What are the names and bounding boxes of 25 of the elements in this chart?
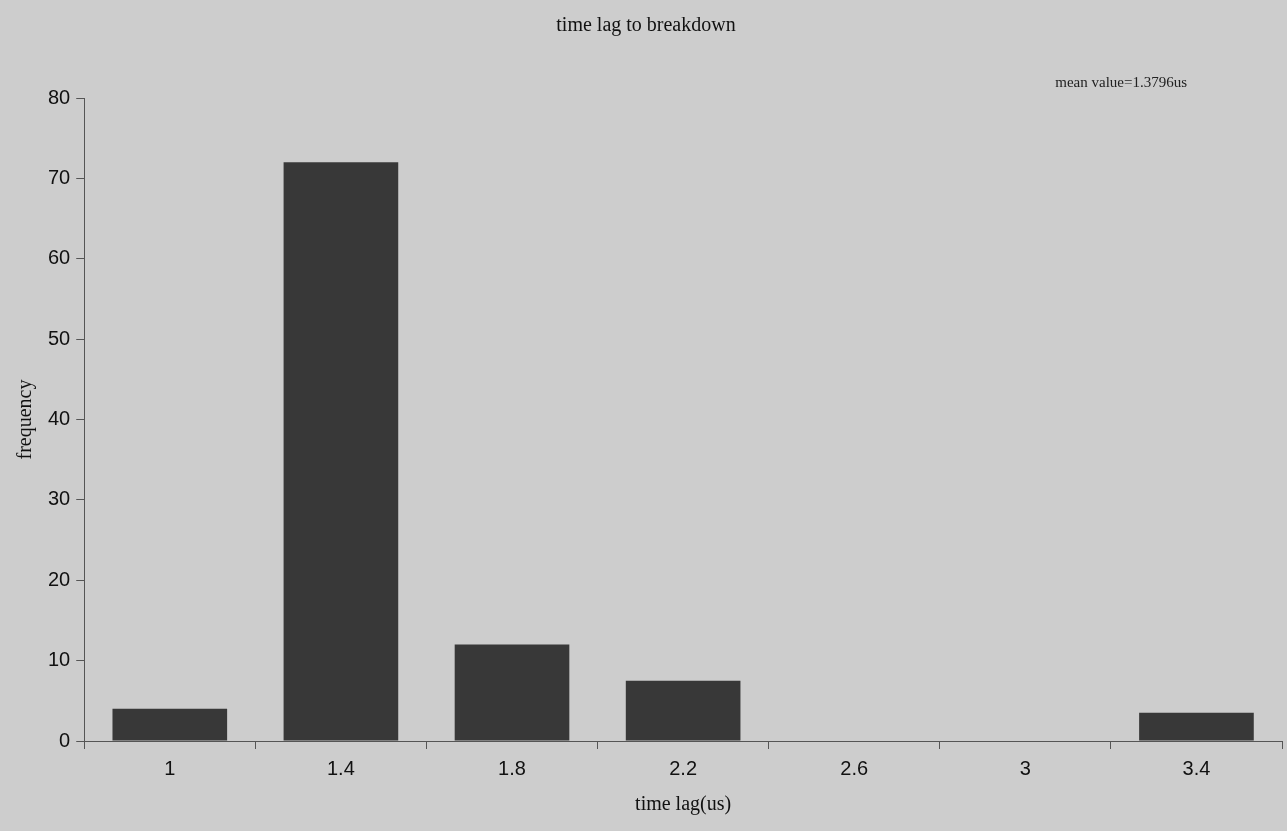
chart-title: time lag to breakdown — [556, 13, 736, 37]
y-tick-label: 30 — [48, 487, 71, 510]
y-tick-label: 80 — [48, 85, 71, 108]
y-tick-label: 20 — [48, 567, 71, 590]
x-tick-label: 1 — [164, 756, 176, 779]
x-tick-label: 2.2 — [669, 756, 698, 779]
y-axis-title: frequency — [13, 379, 37, 460]
text: mean value=1.3796us — [1055, 74, 1187, 91]
bar — [283, 162, 399, 741]
y-tick-label: 60 — [48, 246, 71, 269]
y-tick-label: 0 — [59, 728, 71, 751]
bar — [112, 708, 228, 741]
bar — [625, 680, 741, 741]
x-tick-label: 1.4 — [327, 756, 355, 779]
x-axis-title: time lag(us) — [635, 792, 732, 816]
y-tick-label: 70 — [48, 165, 71, 188]
x-tick-label: 3.4 — [1182, 756, 1211, 779]
x-tick-label: 3 — [1019, 756, 1031, 779]
y-tick-label: 10 — [48, 648, 71, 671]
bar — [1139, 712, 1254, 741]
y-tick-label: 40 — [48, 407, 71, 430]
y-tick-label: 50 — [48, 326, 71, 349]
x-tick-label: 1.8 — [498, 756, 526, 779]
x-tick-label: 2.6 — [840, 756, 869, 779]
bar — [454, 644, 570, 741]
